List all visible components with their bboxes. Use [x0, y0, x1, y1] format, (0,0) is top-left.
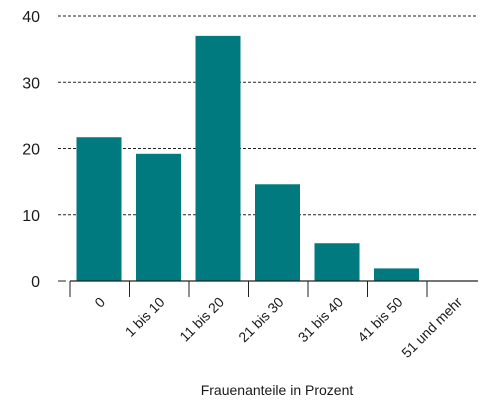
- y-tick-label: 40: [22, 9, 40, 26]
- x-tick-label: 51 und mehr: [398, 294, 465, 361]
- bar: [374, 268, 419, 281]
- bar: [255, 184, 300, 281]
- x-tick-label: 11 bis 20: [176, 294, 227, 345]
- x-tick-labels: 0 1 bis 10 11 bis 20 21 bis 30 31 bis 40 41 b…: [91, 294, 465, 361]
- y-tick-label: 20: [22, 142, 40, 159]
- y-tick-label: 30: [22, 75, 40, 92]
- bar: [76, 137, 122, 281]
- bar: [314, 243, 360, 281]
- x-tick-label: 31 bis 40: [295, 294, 347, 346]
- x-axis: [69, 280, 478, 297]
- x-tick-label: 0: [91, 294, 108, 311]
- y-tick-label: 10: [22, 208, 40, 225]
- x-axis-title: Frauenanteile in Prozent: [201, 382, 354, 398]
- x-tick-label: 41 bis 50: [354, 294, 406, 346]
- bar: [195, 35, 241, 281]
- y-tick-label: 0: [31, 274, 40, 291]
- bar: [136, 153, 181, 281]
- gridlines: [58, 15, 478, 282]
- y-tick-labels: 0 10 20 30 40: [22, 9, 40, 291]
- x-tick-label: 21 bis 30: [235, 294, 287, 346]
- bars: [76, 35, 419, 281]
- x-tick-label: 1 bis 10: [122, 294, 168, 340]
